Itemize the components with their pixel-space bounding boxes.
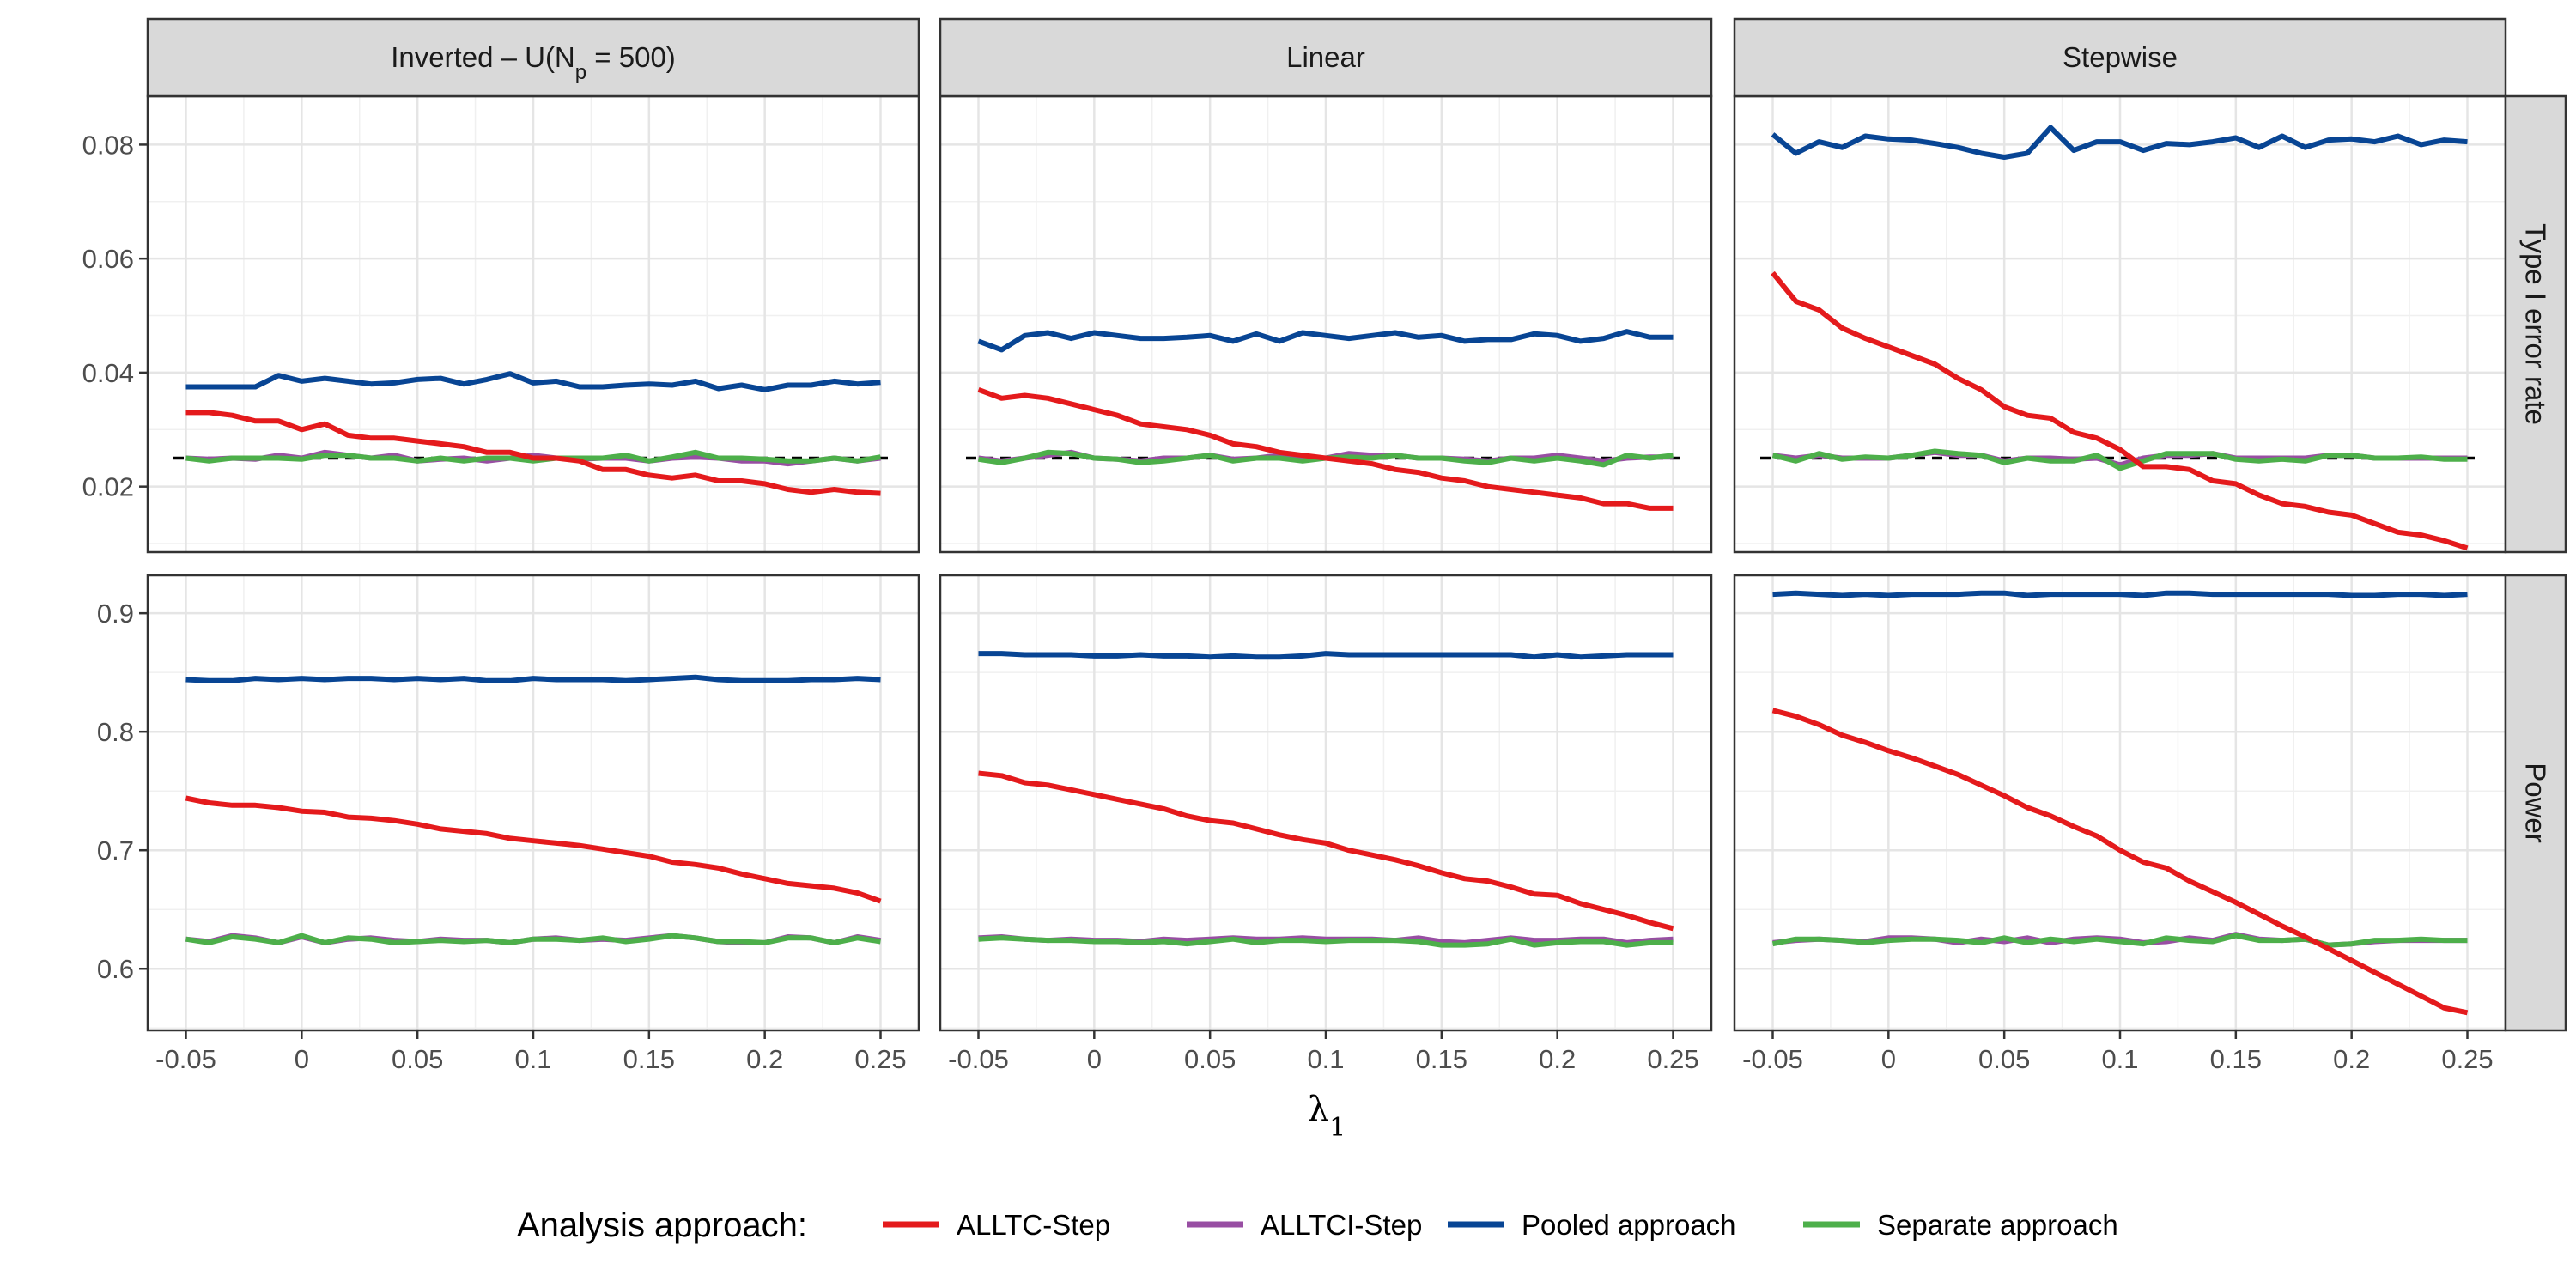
panel-r0-c1 [939,94,1713,554]
series-line-pooled-approach [978,651,1674,660]
x-tick-label: 0.05 [392,1044,443,1074]
legend: Analysis approach: ALLTC-Step ALLTCI-Step P… [517,1206,2118,1244]
x-tick-label: 0.1 [1307,1044,1344,1074]
x-tick-label: 0.25 [1647,1044,1698,1074]
series-line-separate-approach [978,935,1674,948]
strip-background [1733,17,2507,98]
column-strip-label: Stepwise [2063,41,2178,73]
row-strip-label: Power [2520,762,2552,843]
y-tick-label: 0.7 [97,835,134,866]
series-line-alltc-step [1771,270,2469,551]
panel-r0-c2 [1733,94,2507,554]
series-line-pooled-approach [977,329,1674,353]
strip-background [2504,574,2567,1032]
series-line-separate-approach [185,449,882,464]
series-line-separate-approach [1771,933,2468,948]
series-line-pooled-approach [185,371,881,392]
legend-title: Analysis approach: [517,1206,807,1244]
y-tick-label: 0.04 [82,358,134,388]
series-line-pooled-approach [1772,590,2468,598]
x-tick-label: 0.1 [2101,1044,2138,1074]
x-tick-label: -0.05 [948,1044,1009,1074]
x-tick-label: 0.25 [854,1044,906,1074]
series-line-alltc-step [977,386,1674,511]
column-strip-label: Inverted – U(Np = 500) [391,41,676,84]
panel-r1-c1: -0.05 0 0.05 0.1 0.15 0.2 0.25 [939,574,1713,1074]
x-axis-title: λ1 [1308,1090,1346,1143]
column-strip-0: Inverted – U(Np = 500) [146,17,920,98]
y-tick-label: 0.6 [97,954,134,984]
series-line-alltc-step [185,795,882,904]
x-tick-label: 0.05 [1184,1044,1236,1074]
y-tick-label: 0.08 [82,130,134,160]
strip-background [146,17,920,98]
row-strip-1: Power [2504,574,2567,1032]
x-tick-label: 0.2 [2333,1044,2370,1074]
panel-r1-c0: 0.6 0.7 0.8 0.9 -0.05 0 0.05 0.1 0.15 0.2 0.25 [97,574,920,1074]
x-tick-label: 0.25 [2441,1044,2493,1074]
series-line-pooled-approach [1771,125,2468,160]
legend-label: ALLTC-Step [957,1209,1110,1241]
x-tick-label: 0 [1087,1044,1102,1074]
series-line-pooled-approach [185,674,881,683]
series-line-alltc-step [978,770,1674,932]
column-strip-1: Linear [939,17,1713,98]
panel-r1-c2: -0.05 0 0.05 0.1 0.15 0.2 0.25 [1733,574,2507,1074]
legend-label: ALLTCI-Step [1261,1209,1422,1241]
row-strip-0: Type I error rate [2504,94,2567,554]
y-tick-label: 0.06 [82,244,134,274]
legend-label: Separate approach [1877,1209,2118,1241]
x-tick-label: 0 [1881,1044,1896,1074]
y-tick-label: 0.8 [97,717,134,747]
x-tick-label: 0.2 [1539,1044,1576,1074]
strip-background [939,17,1713,98]
column-strip-2: Stepwise [1733,17,2507,98]
panel-r0-c0: 0.02 0.04 0.06 0.08 [82,94,920,554]
x-tick-label: 0.1 [514,1044,551,1074]
y-tick-label: 0.02 [82,472,134,502]
x-tick-label: -0.05 [155,1044,216,1074]
column-strip-label: Linear [1286,41,1365,73]
x-tick-label: 0.15 [1416,1044,1467,1074]
strip-background [2504,94,2567,554]
series-line-alltc-step [185,410,881,496]
legend-label: Pooled approach [1522,1209,1736,1241]
series-line-separate-approach [185,933,881,945]
x-tick-label: -0.05 [1742,1044,1803,1074]
x-tick-label: 0.15 [2210,1044,2262,1074]
series-line-alltc-step [1771,708,2469,1016]
row-strip-label: Type I error rate [2520,223,2552,425]
x-tick-label: 0 [295,1044,309,1074]
x-tick-label: 0.2 [746,1044,783,1074]
x-tick-label: 0.05 [1978,1044,2030,1074]
y-tick-label: 0.9 [97,598,134,629]
series-line-separate-approach [1771,448,2468,471]
x-tick-label: 0.15 [623,1044,675,1074]
